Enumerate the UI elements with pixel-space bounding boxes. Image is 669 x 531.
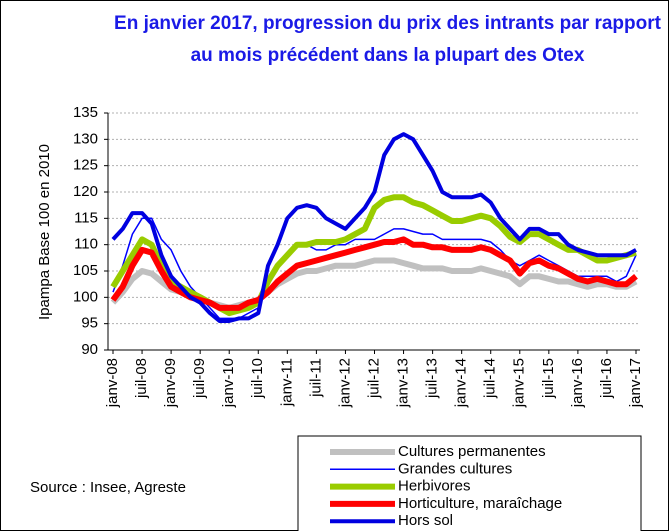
legend-label: Hors sol bbox=[398, 512, 453, 529]
x-tick-label: janv-15 bbox=[511, 358, 528, 408]
y-tick-label: 100 bbox=[73, 288, 98, 305]
legend-label: Cultures permanentes bbox=[398, 443, 546, 460]
y-tick-label: 130 bbox=[73, 130, 98, 147]
x-tick-label: janv-14 bbox=[453, 358, 470, 408]
x-tick-label: juil-16 bbox=[598, 358, 615, 399]
x-tick-label: juil-08 bbox=[133, 358, 150, 399]
x-tick-label: janv-11 bbox=[278, 358, 295, 407]
x-tick-label: juil-15 bbox=[540, 358, 557, 399]
x-tick-label: janv-17 bbox=[627, 358, 644, 408]
x-tick-label: juil-09 bbox=[191, 358, 208, 399]
x-tick-label: janv-12 bbox=[336, 358, 353, 408]
chart-title: En janvier 2017, progression du prix des… bbox=[114, 13, 661, 66]
x-tick-label: juil-13 bbox=[424, 358, 441, 399]
legend-label: Grandes cultures bbox=[398, 460, 512, 477]
x-tick-label: juil-14 bbox=[482, 358, 499, 399]
x-tick-label: janv-10 bbox=[220, 358, 237, 408]
legend-label: Herbivores bbox=[398, 478, 471, 495]
y-tick-label: 120 bbox=[73, 183, 98, 200]
y-tick-label: 115 bbox=[74, 209, 98, 226]
y-tick-label: 95 bbox=[81, 315, 98, 332]
x-tick-label: juil-12 bbox=[365, 358, 382, 399]
x-tick-label: janv-16 bbox=[569, 358, 586, 408]
y-tick-label: 125 bbox=[73, 157, 98, 174]
y-tick-label: 110 bbox=[74, 236, 98, 253]
x-tick-label: juil-11 bbox=[307, 358, 324, 398]
y-tick-label: 90 bbox=[81, 341, 98, 358]
series-line bbox=[111, 132, 637, 323]
y-axis-label: Ipampa Base 100 en 2010 bbox=[36, 144, 53, 320]
series-line bbox=[110, 236, 638, 311]
x-tick-label: janv-09 bbox=[162, 358, 179, 408]
legend-label: Horticulture, maraîchage bbox=[398, 495, 562, 512]
x-tick-label: juil-10 bbox=[249, 358, 266, 399]
x-tick-label: janv-08 bbox=[104, 358, 121, 408]
y-tick-label: 135 bbox=[73, 104, 98, 121]
y-tick-label: 105 bbox=[73, 262, 98, 279]
source: Source : Insee, Agreste bbox=[30, 479, 186, 496]
x-tick-label: janv-13 bbox=[395, 358, 412, 408]
